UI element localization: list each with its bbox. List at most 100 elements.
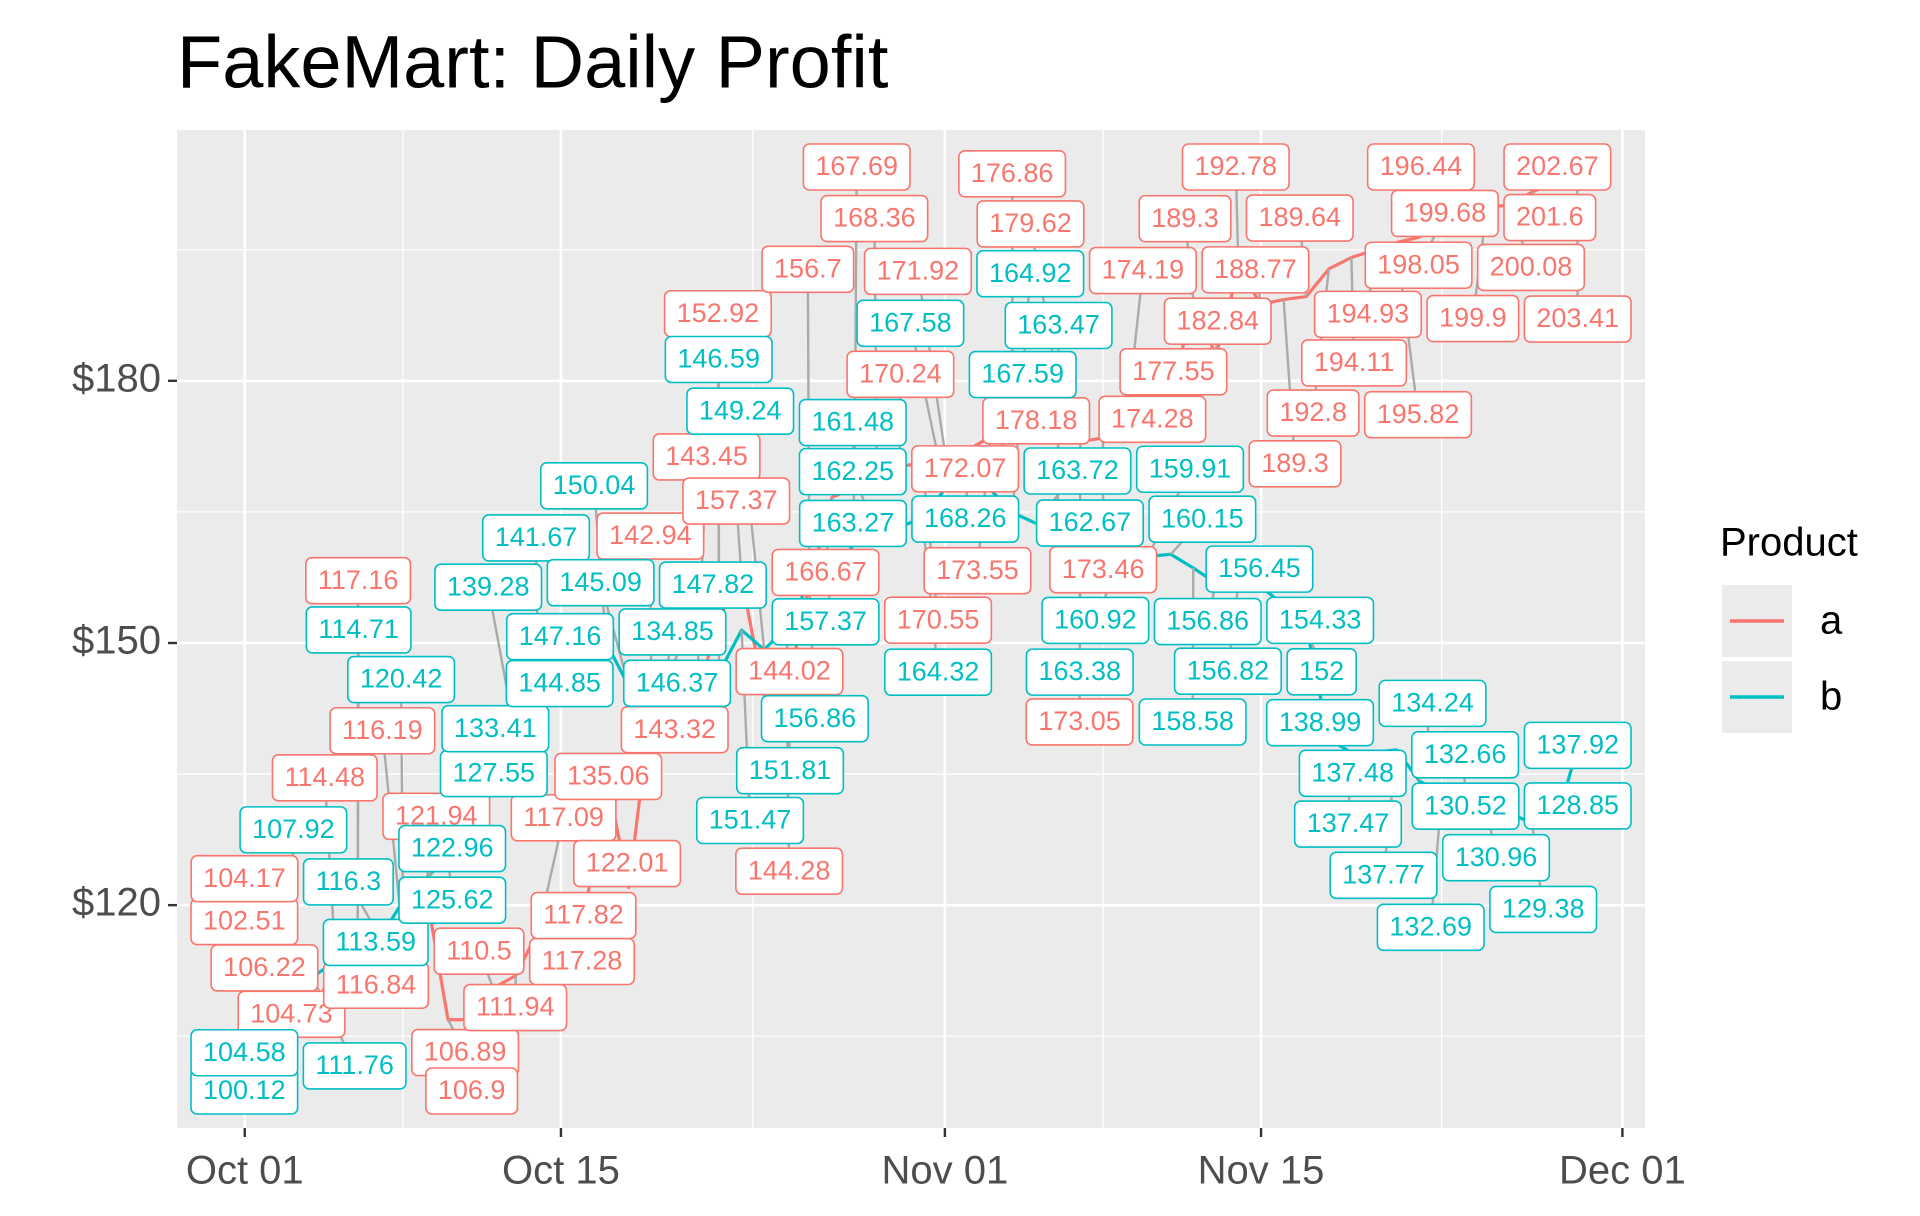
value-label: 162.67 [1035,499,1145,547]
value-label: 162.25 [798,447,907,496]
label-box [1041,596,1150,645]
label-box [505,612,615,661]
value-label: 117.28 [528,937,636,986]
label-box [347,655,456,704]
data-label: 137.47 [1307,808,1390,838]
value-label: 194.93 [1313,290,1423,339]
label-box [425,1067,519,1115]
label-box [271,754,378,802]
data-label: 167.59 [981,359,1064,389]
value-label: 111.76 [302,1042,407,1090]
data-label: 128.85 [1536,790,1619,820]
data-label: 156.82 [1187,655,1270,685]
value-label: 177.55 [1119,348,1228,396]
data-label: 199.9 [1439,303,1507,333]
label-segment [921,517,940,673]
label-box [658,561,767,609]
value-label: 160.15 [1148,495,1257,543]
data-label: 117.16 [318,565,399,595]
value-label: 106.89 [411,1028,520,1077]
x-tick-label: Oct 01 [186,1149,304,1193]
value-label: 137.77 [1329,851,1438,900]
label-box [210,944,319,992]
value-label: 166.67 [771,548,880,597]
value-label: 157.37 [682,477,791,525]
data-label: 104.58 [203,1037,286,1067]
data-label: 151.81 [749,755,832,785]
y-tick-label: $150 [72,619,161,663]
value-label: 151.81 [735,746,845,795]
value-label: 144.28 [735,847,844,895]
label-box [1023,447,1132,495]
data-label: 116.84 [336,969,417,999]
value-label: 122.96 [398,824,507,873]
data-label: 192.78 [1194,151,1277,181]
data-label: 114.71 [318,614,399,644]
data-label: 113.59 [335,927,416,957]
label-box [911,445,1020,493]
value-label: 173.55 [923,546,1032,595]
label-box [1489,885,1598,934]
label-box [190,854,299,903]
label-box [802,143,911,191]
label-box [505,659,614,708]
data-label: 104.17 [203,863,286,893]
label-box [1364,241,1473,290]
value-label: 139.28 [434,563,543,612]
label-box [1025,698,1134,746]
data-label: 152 [1299,656,1344,686]
value-label: 133.41 [441,704,550,753]
label-box [305,556,412,605]
label-box [1300,339,1408,387]
data-label: 130.96 [1455,842,1538,872]
value-label: 125.62 [398,876,507,925]
value-label: 198.05 [1364,241,1473,290]
value-label: 134.24 [1378,679,1487,728]
data-label: 111.76 [315,1050,394,1080]
value-label: 156.82 [1173,647,1283,696]
value-label: 100.12 [190,1067,299,1115]
label-box [883,648,993,697]
value-label: 117.16 [305,556,412,605]
data-label: 160.92 [1054,605,1137,635]
label-box [1248,439,1342,488]
data-label: 132.69 [1389,911,1472,941]
data-label: 150.04 [553,470,636,500]
label-box [1181,143,1290,191]
value-label: 132.69 [1376,903,1485,952]
label-box [1293,800,1403,848]
data-label: 154.33 [1279,605,1362,635]
label-box [539,462,649,510]
label-box [1201,246,1310,294]
data-label: 173.46 [1062,554,1145,584]
data-label: 144.85 [518,668,601,698]
label-box [329,706,436,755]
label-box [1313,290,1423,339]
value-label: 167.59 [968,350,1077,399]
value-label: 143.32 [620,705,729,754]
data-label: 174.19 [1102,255,1185,285]
data-label: 122.01 [586,848,669,878]
value-label: 160.92 [1041,596,1150,645]
label-box [1265,698,1375,747]
data-label: 192.8 [1279,397,1347,427]
value-label: 156.86 [760,694,869,743]
y-tick-label: $180 [72,356,161,400]
value-label: 168.26 [911,495,1020,543]
data-label: 116.3 [316,866,382,896]
label-box [1138,194,1232,243]
value-label: 173.05 [1025,698,1134,746]
value-label: 167.58 [856,299,965,348]
value-label: 158.58 [1138,698,1247,746]
data-label: 158.58 [1151,706,1234,736]
value-label: 145.09 [546,558,655,607]
value-label: 137.48 [1298,749,1407,798]
value-label: 104.17 [190,854,299,903]
label-box [622,659,732,708]
data-label: 120.42 [360,664,443,694]
label-box [1266,596,1375,645]
label-box [398,824,507,873]
value-label: 194.11 [1300,339,1408,387]
label-box [682,477,791,525]
value-label: 174.19 [1088,246,1197,295]
